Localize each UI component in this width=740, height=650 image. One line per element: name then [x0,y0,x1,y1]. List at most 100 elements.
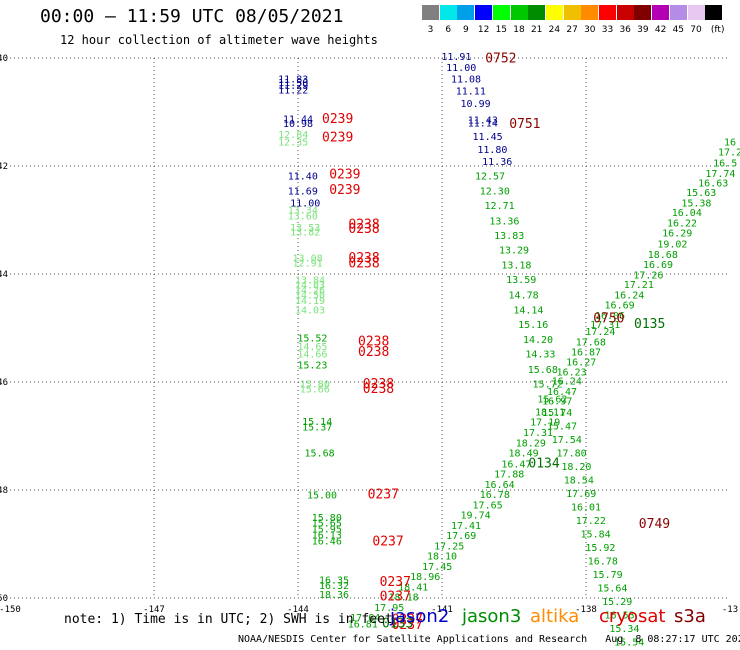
wave-height-point: 11.40 [288,172,318,183]
pass-time-label: 0239 [322,131,353,146]
wave-height-point: 13.08 [293,254,323,265]
colorbar-swatch [528,5,546,20]
wave-height-point: 15.80 [312,513,342,524]
wave-height-point: 17.69 [566,489,596,500]
wave-height-point: 18.96 [410,572,440,583]
wave-height-point: 17.19 [530,418,560,429]
wave-height-point: 16.13 [312,531,342,542]
wave-height-point: 14.19 [295,296,325,307]
legend-cryosat: cryosat [599,606,666,627]
wave-height-point: 13.53 [290,223,320,234]
wave-height-point: 15.74 [542,408,572,419]
wave-height-point: 16 [724,137,736,148]
colorbar-swatch [652,5,670,20]
wave-height-point: 14.78 [509,290,539,301]
wave-height-point: 17.41 [451,521,481,532]
wave-height-point: 15.80 [300,379,330,390]
colorbar-label: 24 [548,25,561,35]
wave-height-point: 16.5 [713,159,737,170]
pass-time-label: 0238 [348,251,379,266]
colorbar-label: 6 [445,25,452,35]
wave-height-point: 17.74 [705,169,735,180]
colorbar-swatch [510,5,528,20]
wave-height-point: 15.65 [312,519,342,530]
wave-height-point: 16.69 [643,260,673,271]
wave-height-point: 17.80 [557,449,587,460]
pass-time-label: 0133 [382,617,413,632]
x-tick-label: -138 [575,605,597,615]
wave-height-point: 17.2 [718,148,740,159]
pass-time-label: 0237 [380,590,411,605]
x-tick-label: -150 [0,605,21,615]
pass-time-label: 0237 [392,612,423,627]
wave-height-point: 15.68 [305,449,335,460]
wave-height-point: 15.16 [518,320,548,331]
wave-height-point: 15.23 [297,361,327,372]
colorbar-label: 70 [690,25,702,35]
pass-time-label: 0239 [322,112,353,127]
wave-height-point: 15.92 [585,543,615,554]
wave-height-point: 13.34 [288,206,318,217]
wave-height-point: 13.36 [489,216,519,227]
wave-height-point: 13.59 [506,275,536,286]
wave-height-point: 14.65 [297,342,327,353]
colorbar-swatch [669,5,687,20]
wave-height-point: 16.47 [547,387,577,398]
y-tick-label: -42 [0,162,8,172]
chart-title: 00:00 – 11:59 UTC 08/05/2021 [40,6,344,27]
pass-time-label: 0135 [634,317,665,332]
chart-subtitle: 12 hour collection of altimeter wave hei… [60,33,378,47]
y-tick-label: -48 [0,486,8,496]
wave-height-point: 17.69 [446,531,476,542]
pass-time-label: 0238 [358,345,389,360]
wave-height-point: 15.14 [302,417,332,428]
legend-altika: altika [530,606,580,627]
wave-height-point: 17.45 [422,562,452,573]
x-tick-label: -141 [431,605,453,615]
wave-height-point: 14.14 [513,305,543,316]
wave-height-point: 11.00 [290,199,320,210]
wave-height-point: 19.74 [461,511,491,522]
wave-height-point: 18.11 [535,407,565,418]
wave-height-point: 13.29 [499,245,529,256]
wave-height-point: 16.97 [542,397,572,408]
wave-height-point: 14.33 [525,350,555,361]
wave-height-point: 11.83 [278,74,308,85]
colorbar-swatch [439,5,457,20]
legend-jason3: jason3 [462,606,522,627]
wave-height-point: 14.03 [295,281,325,292]
wave-height-point: 15.38 [681,199,711,210]
wave-height-point: 13.83 [494,231,524,242]
pass-time-label: 0237 [380,575,411,590]
wave-height-point: 13.60 [288,211,318,222]
wave-height-point: 17.65 [473,500,503,511]
colorbar-swatch [599,5,616,20]
wave-height-point: 17.68 [576,337,606,348]
wave-height-point: 15.47 [547,422,577,433]
pass-time-label: 0238 [358,334,389,349]
y-tick-label: -44 [0,270,8,280]
wave-height-point: 16.24 [552,377,582,388]
pass-time-label: 0238 [348,222,379,237]
pass-time-label: 0238 [363,377,394,392]
pass-time-label: 0134 [528,456,559,471]
wave-height-point: 11.29 [278,81,308,92]
wave-height-point: 17.21 [624,280,654,291]
wave-height-point: 16.27 [566,357,596,368]
wave-height-point: 11.50 [278,78,308,89]
wave-height-point: 16.22 [667,218,697,229]
wave-height-point: 11.69 [288,187,318,198]
wave-height-point: 14.03 [295,305,325,316]
wave-height-point: 17.25 [434,541,464,552]
wave-height-point: 15.34 [609,624,639,635]
colorbar-label: 12 [477,25,490,35]
wave-height-point: 12.84 [278,130,308,141]
x-tick-label: -144 [287,605,309,615]
colorbar-label: 39 [637,25,649,35]
wave-height-point: 11.08 [451,74,481,85]
x-tick-label: -13 [722,605,738,615]
pass-time-label: 0749 [639,517,670,532]
wave-height-point: 16.47 [501,459,531,470]
wave-height-point: 15.63 [686,188,716,199]
